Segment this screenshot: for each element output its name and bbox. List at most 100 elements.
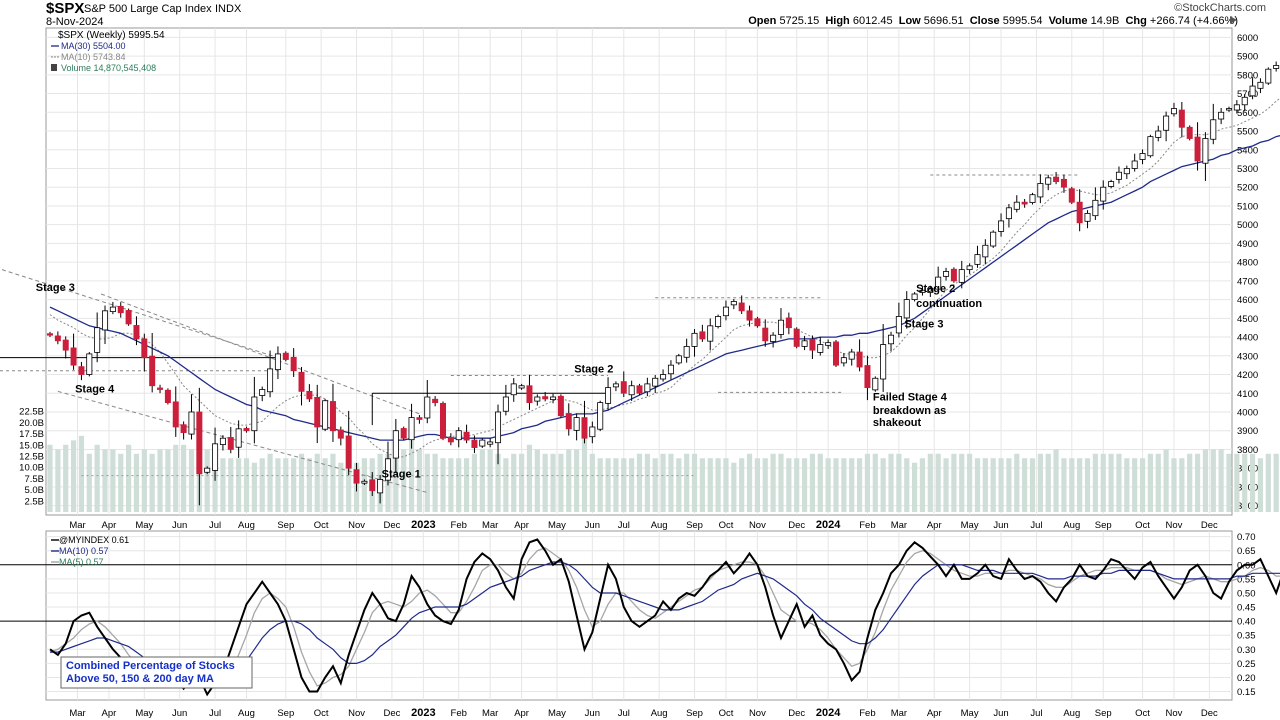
down-candle bbox=[620, 381, 627, 394]
indicator-x-axis-label: Jul bbox=[1030, 708, 1042, 719]
indicator-x-axis-label: May bbox=[548, 708, 566, 719]
volume-bar bbox=[967, 453, 973, 512]
down-candle bbox=[243, 428, 250, 432]
down-candle bbox=[329, 401, 336, 432]
volume-axis-label: 20.0B bbox=[19, 418, 44, 429]
volume-bar bbox=[566, 449, 572, 512]
stage-annotation: Stage 3 bbox=[904, 319, 943, 331]
down-candle bbox=[157, 387, 164, 390]
down-candle bbox=[793, 328, 800, 347]
up-candle bbox=[204, 467, 211, 473]
up-candle bbox=[990, 231, 997, 247]
price-axis-label: 3600 bbox=[1237, 482, 1258, 493]
price-x-axis-label: Oct bbox=[719, 520, 734, 531]
price-axis-label: 4700 bbox=[1237, 276, 1258, 287]
volume-bar bbox=[338, 462, 344, 512]
price-axis-label: 6000 bbox=[1237, 33, 1258, 44]
price-axis-label: 3700 bbox=[1237, 464, 1258, 475]
volume-bar bbox=[1132, 458, 1138, 512]
price-axis-label: 4200 bbox=[1237, 370, 1258, 381]
volume-bar bbox=[440, 458, 446, 512]
indicator-x-axis-label: Jun bbox=[585, 708, 600, 719]
price-axis-label: 4000 bbox=[1237, 407, 1258, 418]
indicator-axis-label: 0.50 bbox=[1237, 588, 1256, 599]
up-candle bbox=[1139, 153, 1146, 160]
volume-bar bbox=[220, 458, 226, 512]
volume-bar bbox=[157, 449, 163, 512]
price-x-axis-label: Dec bbox=[1201, 520, 1218, 531]
up-candle bbox=[675, 355, 682, 364]
up-candle bbox=[958, 269, 965, 283]
up-candle bbox=[322, 400, 329, 430]
up-candle bbox=[919, 289, 926, 293]
volume-bar bbox=[1257, 458, 1264, 512]
down-candle bbox=[1194, 136, 1201, 162]
indicator-axis-label: 0.15 bbox=[1237, 687, 1256, 698]
up-candle bbox=[1131, 160, 1138, 169]
up-candle bbox=[667, 364, 674, 375]
volume-bar bbox=[998, 458, 1004, 512]
indicator-x-axis-label: Sep bbox=[1095, 708, 1112, 719]
volume-bar bbox=[346, 458, 352, 512]
volume-bar bbox=[149, 453, 155, 512]
up-candle bbox=[1037, 183, 1044, 198]
down-candle bbox=[196, 411, 203, 475]
volume-bar bbox=[47, 444, 53, 512]
up-candle bbox=[1210, 119, 1217, 140]
volume-axis-label: 2.5B bbox=[24, 496, 44, 507]
volume-bar bbox=[558, 453, 564, 512]
volume-axis-label: 15.0B bbox=[19, 440, 44, 451]
indicator-axis-label: 0.65 bbox=[1237, 546, 1256, 557]
price-axis-label: 5000 bbox=[1237, 220, 1258, 231]
price-axis-label: 3500 bbox=[1237, 501, 1258, 512]
up-candle bbox=[1257, 81, 1264, 89]
indicator-x-axis-label: Sep bbox=[277, 708, 294, 719]
indicator-x-axis-label: Apr bbox=[514, 708, 529, 719]
indicator-x-axis-label: Oct bbox=[1135, 708, 1150, 719]
stage-annotation: breakdown as bbox=[873, 405, 946, 417]
price-axis-label: 4600 bbox=[1237, 295, 1258, 306]
up-candle bbox=[1170, 108, 1177, 115]
ohlc-bar: Open 5725.15 High 6012.45 Low 5696.51 Cl… bbox=[748, 15, 1238, 27]
exchange-label: INDX bbox=[215, 3, 242, 15]
down-candle bbox=[78, 366, 85, 375]
up-candle bbox=[1202, 138, 1209, 164]
up-candle bbox=[1241, 96, 1248, 106]
expand-arrow-icon[interactable] bbox=[1230, 16, 1237, 24]
up-candle bbox=[94, 327, 101, 353]
volume-bar bbox=[526, 444, 533, 512]
up-candle bbox=[188, 411, 195, 435]
down-candle bbox=[164, 389, 171, 404]
volume-value: 14.9B bbox=[1090, 15, 1120, 27]
volume-axis-label: 10.0B bbox=[19, 463, 44, 474]
down-candle bbox=[180, 424, 187, 433]
volume-bar bbox=[856, 458, 863, 512]
price-x-axis-label: Sep bbox=[686, 520, 703, 531]
brand-label[interactable]: ©StockCharts.com bbox=[1174, 2, 1266, 14]
down-candle bbox=[754, 318, 761, 327]
volume-bar bbox=[982, 458, 988, 512]
up-candle bbox=[628, 385, 635, 396]
price-x-axis-label: Oct bbox=[1135, 520, 1150, 531]
volume-bar bbox=[188, 449, 195, 512]
price-axis-label: 4500 bbox=[1237, 314, 1258, 325]
volume-bar bbox=[880, 458, 886, 512]
volume-bar bbox=[298, 453, 305, 512]
up-candle bbox=[840, 357, 847, 364]
indicator-x-axis-label: Apr bbox=[102, 708, 117, 719]
up-candle bbox=[455, 430, 462, 441]
up-candle bbox=[872, 377, 879, 391]
indicator-axis-label: 0.55 bbox=[1237, 574, 1256, 585]
stage-annotation: continuation bbox=[916, 298, 982, 310]
down-candle bbox=[227, 437, 234, 450]
price-axis-label: 4800 bbox=[1237, 258, 1258, 269]
volume-bar bbox=[801, 458, 808, 512]
indicator-x-axis-label: Aug bbox=[1063, 708, 1080, 719]
volume-axis-label: 22.5B bbox=[19, 407, 44, 418]
volume-bar bbox=[463, 458, 470, 512]
price-x-axis-label: Jun bbox=[993, 520, 1008, 531]
volume-bar bbox=[330, 453, 336, 512]
down-candle bbox=[1068, 188, 1075, 203]
volume-bar bbox=[668, 453, 674, 512]
